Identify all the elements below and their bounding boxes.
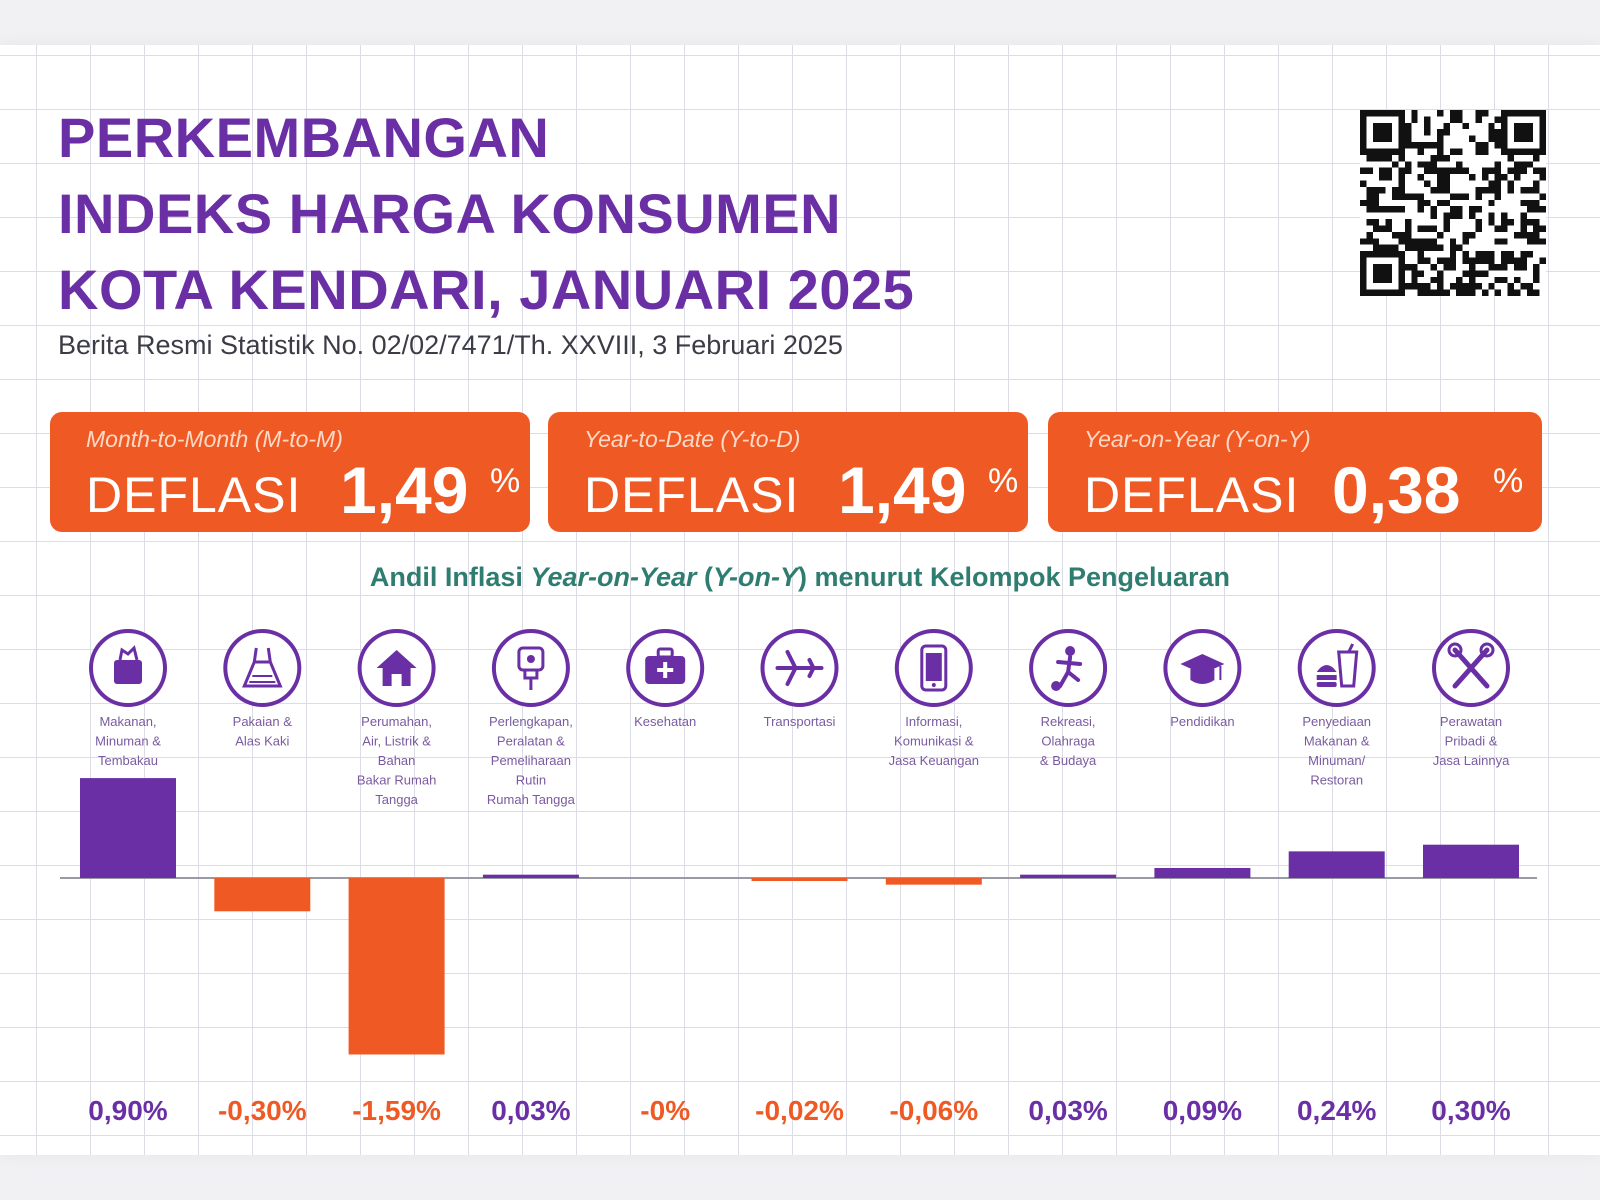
bar: [1288, 851, 1385, 878]
category-label: Informasi, Komunikasi & Jasa Keuangan: [889, 714, 979, 768]
graduation-cap-icon: [1163, 629, 1242, 707]
bar: [1020, 874, 1117, 878]
kpi-card-ytd: Year-to-Date (Y-to-D) DEFLASI 1,49 %: [548, 412, 1028, 532]
title-line: PERKEMBANGAN: [58, 106, 550, 169]
value-label: -1,59%: [352, 1095, 441, 1126]
page-title: PERKEMBANGAN INDEKS HARGA KONSUMEN KOTA …: [58, 100, 914, 328]
category-label: Makanan, Minuman & Tembakau: [95, 714, 161, 768]
kpi-unit: %: [988, 462, 1019, 500]
bar: [751, 878, 848, 881]
bar: [214, 878, 311, 912]
value-label: 0,09%: [1163, 1095, 1242, 1126]
category-label: Perlengkapan, Peralatan & Pemeliharaan Ruti…: [487, 714, 576, 807]
dress-icon: [223, 629, 302, 707]
chart-title: Andil Inflasi Year-on-Year (Y-on-Y) menu…: [369, 562, 1231, 592]
kpi-card-mtm: Month-to-Month (M-to-M) DEFLASI 1,49 %: [50, 412, 530, 532]
value-label: 0,03%: [1028, 1095, 1107, 1126]
smartphone-icon: [894, 629, 973, 707]
bar: [348, 878, 445, 1055]
value-label: 0,03%: [491, 1095, 570, 1126]
kpi-unit: %: [490, 462, 521, 500]
bar: [885, 878, 982, 885]
category-label: Pakaian & Alas Kaki: [233, 714, 293, 749]
soccer-player-icon: [1029, 629, 1108, 707]
kpi-value: 1,49: [340, 453, 469, 527]
value-label: -0,30%: [218, 1095, 307, 1126]
contribution-bar-chart: Makanan, Minuman & Tembakau 0,90% Pakaian & A…: [60, 629, 1537, 1126]
value-label: -0%: [640, 1095, 690, 1126]
airplane-icon: [760, 629, 839, 707]
kpi-value: 1,49: [838, 453, 967, 527]
category-label: Perawatan Pribadi & Jasa Lainnya: [1433, 714, 1510, 768]
kpi-card-yoy: Year-on-Year (Y-on-Y) DEFLASI 0,38 %: [1048, 412, 1542, 532]
title-line: KOTA KENDARI, JANUARI 2025: [58, 258, 915, 321]
category-label: Penyediaan Makanan & Minuman/Restoran: [1302, 714, 1371, 788]
value-label: 0,24%: [1297, 1095, 1376, 1126]
kpi-unit: %: [1493, 462, 1524, 500]
bar: [80, 778, 176, 878]
release-subtitle: Berita Resmi Statistik No. 02/02/7471/Th…: [58, 330, 843, 360]
qr-code-icon: [1360, 110, 1546, 296]
kpi-period: Year-on-Year (Y-on-Y): [1084, 426, 1311, 452]
fast-food-icon: [1297, 629, 1376, 707]
kpi-status: DEFLASI: [1084, 467, 1300, 523]
kpi-status: DEFLASI: [86, 467, 302, 523]
plug-icon: [491, 629, 570, 707]
category-label: Kesehatan: [634, 714, 696, 729]
kpi-status: DEFLASI: [584, 467, 800, 523]
value-label: 0,30%: [1431, 1095, 1510, 1126]
category-label: Perumahan, Air, Listrik & Bahan Bakar Rumah…: [357, 714, 436, 807]
bar: [1423, 844, 1519, 878]
infographic-card: [0, 45, 1600, 1155]
medical-kit-icon: [626, 629, 705, 707]
category-label: Pendidikan: [1170, 714, 1234, 729]
scissors-comb-icon: [1432, 629, 1510, 707]
category-label: Rekreasi, Olahraga & Budaya: [1040, 714, 1097, 768]
category-label: Transportasi: [764, 714, 836, 729]
value-label: -0,02%: [755, 1095, 844, 1126]
kpi-period: Year-to-Date (Y-to-D): [584, 426, 801, 452]
bar: [482, 874, 579, 878]
grocery-bag-icon: [89, 629, 167, 707]
bar: [1154, 868, 1251, 878]
value-label: -0,06%: [889, 1095, 978, 1126]
title-line: INDEKS HARGA KONSUMEN: [58, 182, 842, 245]
house-icon: [357, 629, 436, 707]
kpi-value: 0,38: [1332, 453, 1461, 527]
value-label: 0,90%: [88, 1095, 167, 1126]
kpi-period: Month-to-Month (M-to-M): [86, 426, 343, 452]
